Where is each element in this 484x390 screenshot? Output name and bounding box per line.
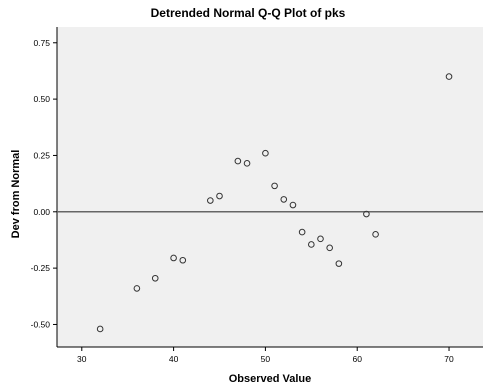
y-axis-ticks: 0.75 0.50 0.25 0.00 -0.25 -0.50	[31, 38, 57, 329]
data-point	[308, 241, 315, 248]
data-point	[234, 157, 242, 165]
x-tick-label: 40	[169, 354, 179, 364]
chart-title: Detrended Normal Q-Q Plot of pks	[151, 6, 346, 20]
y-tick-label: 0.75	[33, 38, 50, 48]
data-point	[280, 196, 288, 203]
data-point	[133, 285, 141, 292]
data-points	[96, 73, 453, 333]
y-tick-label: 0.00	[33, 207, 50, 217]
data-point	[326, 244, 333, 252]
x-tick-label: 30	[77, 354, 87, 364]
y-axis-title: Dev from Normal	[10, 150, 22, 239]
data-point	[317, 235, 324, 243]
x-tick-label: 60	[352, 354, 362, 364]
y-tick-label: 0.25	[33, 150, 50, 160]
data-point	[298, 228, 306, 236]
data-point	[243, 160, 251, 167]
y-tick-label: 0.50	[33, 94, 50, 104]
y-tick-label: -0.25	[31, 263, 51, 273]
data-point	[372, 231, 379, 238]
data-point	[207, 197, 214, 204]
data-point	[151, 274, 159, 282]
data-point	[271, 182, 278, 190]
data-point	[445, 73, 453, 80]
data-point	[96, 325, 104, 333]
plot-area	[57, 27, 483, 347]
x-axis-title: Observed Value	[229, 373, 312, 385]
data-point	[335, 260, 343, 267]
data-point	[216, 192, 223, 200]
x-tick-label: 50	[261, 354, 271, 364]
x-tick-label: 70	[444, 354, 454, 364]
data-point	[170, 254, 177, 262]
data-point	[179, 256, 187, 264]
data-point	[262, 149, 269, 157]
x-axis-ticks: 30 40 50 60 70	[77, 347, 454, 364]
data-point	[289, 201, 297, 209]
y-tick-label: -0.50	[31, 319, 51, 329]
data-point	[363, 210, 370, 218]
